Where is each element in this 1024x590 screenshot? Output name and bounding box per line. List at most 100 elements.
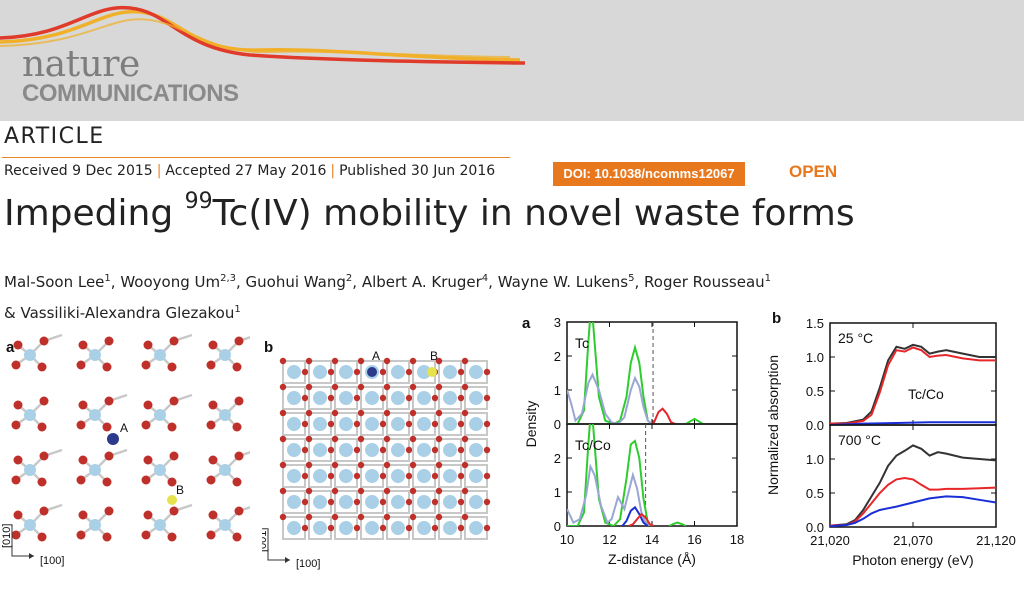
metal-atom [417,495,431,509]
subplot-annotation: Tc [575,335,589,351]
oxygen-atom [39,451,49,461]
author-separator: , [110,273,121,291]
metal-atom [469,495,483,509]
oxygen-atom [409,435,417,443]
oxygen-atom [279,461,287,469]
metal-atom [313,365,327,379]
axis-arrowhead [285,557,290,563]
author-separator: , [488,273,498,291]
author-separator: , [236,273,246,291]
metal-atom [443,495,457,509]
oxygen-atom [279,383,287,391]
metal-atom [469,469,483,483]
site-b-atom [167,495,177,505]
oxygen-atom [169,451,179,461]
site-a-atom [367,367,377,377]
open-access-label: OPEN [789,162,838,181]
site-b-atom [427,367,437,377]
metal-atom [391,495,405,509]
doi-badge[interactable]: DOI: 10.1038/ncomms12067 [553,162,745,186]
date-separator: | [156,163,162,179]
metal-atom [469,365,483,379]
oxygen-atom [234,451,244,461]
series-line [830,343,996,425]
metal-atom [443,443,457,457]
series-line [628,512,655,526]
author-affiliation: 4 [481,273,489,284]
metal-atom [365,443,379,457]
oxygen-atom [167,362,177,372]
author-affiliation: 2,3 [220,273,236,284]
oxygen-atom [405,498,413,506]
author-name[interactable]: Guohui Wang [245,273,346,291]
oxygen-atom [483,498,491,506]
oxygen-atom [141,360,151,370]
x-tick-label: 18 [730,532,744,547]
title-part: Impeding [4,193,185,234]
oxygen-atom [483,394,491,402]
oxygen-atom [305,383,313,391]
oxygen-atom [208,455,218,465]
author-name[interactable]: Wooyong Um [120,273,221,291]
oxygen-atom [431,472,439,480]
oxygen-atom [409,461,417,469]
metal-atom [89,409,101,421]
author-name[interactable]: Mal-Soon Lee [4,273,105,291]
absorption-chart: b 0.0 0.5 1.0 1.5 25 °C Tc/Co 0.0 0.5 1.0 700 °C 21… [765,310,1016,568]
subplot-label: Tc/Co [908,386,944,402]
series-line [830,476,996,527]
oxygen-atom [461,487,469,495]
panel-label-b: b [264,339,273,356]
metal-atom [443,391,457,405]
metal-atom [417,391,431,405]
metal-atom [313,417,327,431]
metal-atom [391,391,405,405]
oxygen-atom [78,510,88,520]
author-affiliation: 5 [628,273,635,284]
author-name[interactable]: Roger Rousseau [644,273,765,291]
metal-atom [219,464,231,476]
oxygen-atom [405,368,413,376]
oxygen-atom [457,498,465,506]
oxygen-atom [141,530,151,540]
oxygen-atom [383,461,391,469]
oxygen-atom [13,455,23,465]
date-separator: | [330,163,336,179]
oxygen-atom [457,368,465,376]
author-name[interactable]: Albert A. Kruger [361,273,482,291]
publication-dates: Received 9 Dec 2015 | Accepted 27 May 2016… [4,163,495,179]
divider [2,157,510,158]
oxygen-atom [301,472,309,480]
axis-arrowhead [29,553,34,559]
metal-atom [313,521,327,535]
oxygen-atom [279,513,287,521]
oxygen-atom [301,446,309,454]
panel-label: b [772,310,781,327]
metal-atom [365,417,379,431]
oxygen-atom [379,472,387,480]
metal-atom [443,365,457,379]
oxygen-atom [383,357,391,365]
oxygen-atom [169,506,179,516]
oxygen-atom [353,368,361,376]
axis-arrows [11,525,34,557]
oxygen-atom [104,336,114,346]
oxygen-atom [234,396,244,406]
oxygen-atom [357,409,365,417]
oxygen-atom [457,524,465,532]
author-name[interactable]: Vassiliki-Alexandra Glezakou [20,304,235,322]
oxygen-atom [37,362,47,372]
atoms [11,336,244,542]
oxygen-atom [357,461,365,469]
oxygen-atom [331,357,339,365]
author-name[interactable]: Wayne W. Lukens [497,273,629,291]
metal-atom [339,365,353,379]
oxygen-atom [208,510,218,520]
metal-atom [417,417,431,431]
oxygen-atom [167,477,177,487]
journal-logo-communications: COMMUNICATIONS [22,80,239,107]
author-line: Mal-Soon Lee1, Wooyong Um2,3, Guohui Wan… [4,265,771,296]
y-tick-label: 1 [554,383,561,398]
oxygen-atom [169,396,179,406]
metal-atom [154,349,166,361]
